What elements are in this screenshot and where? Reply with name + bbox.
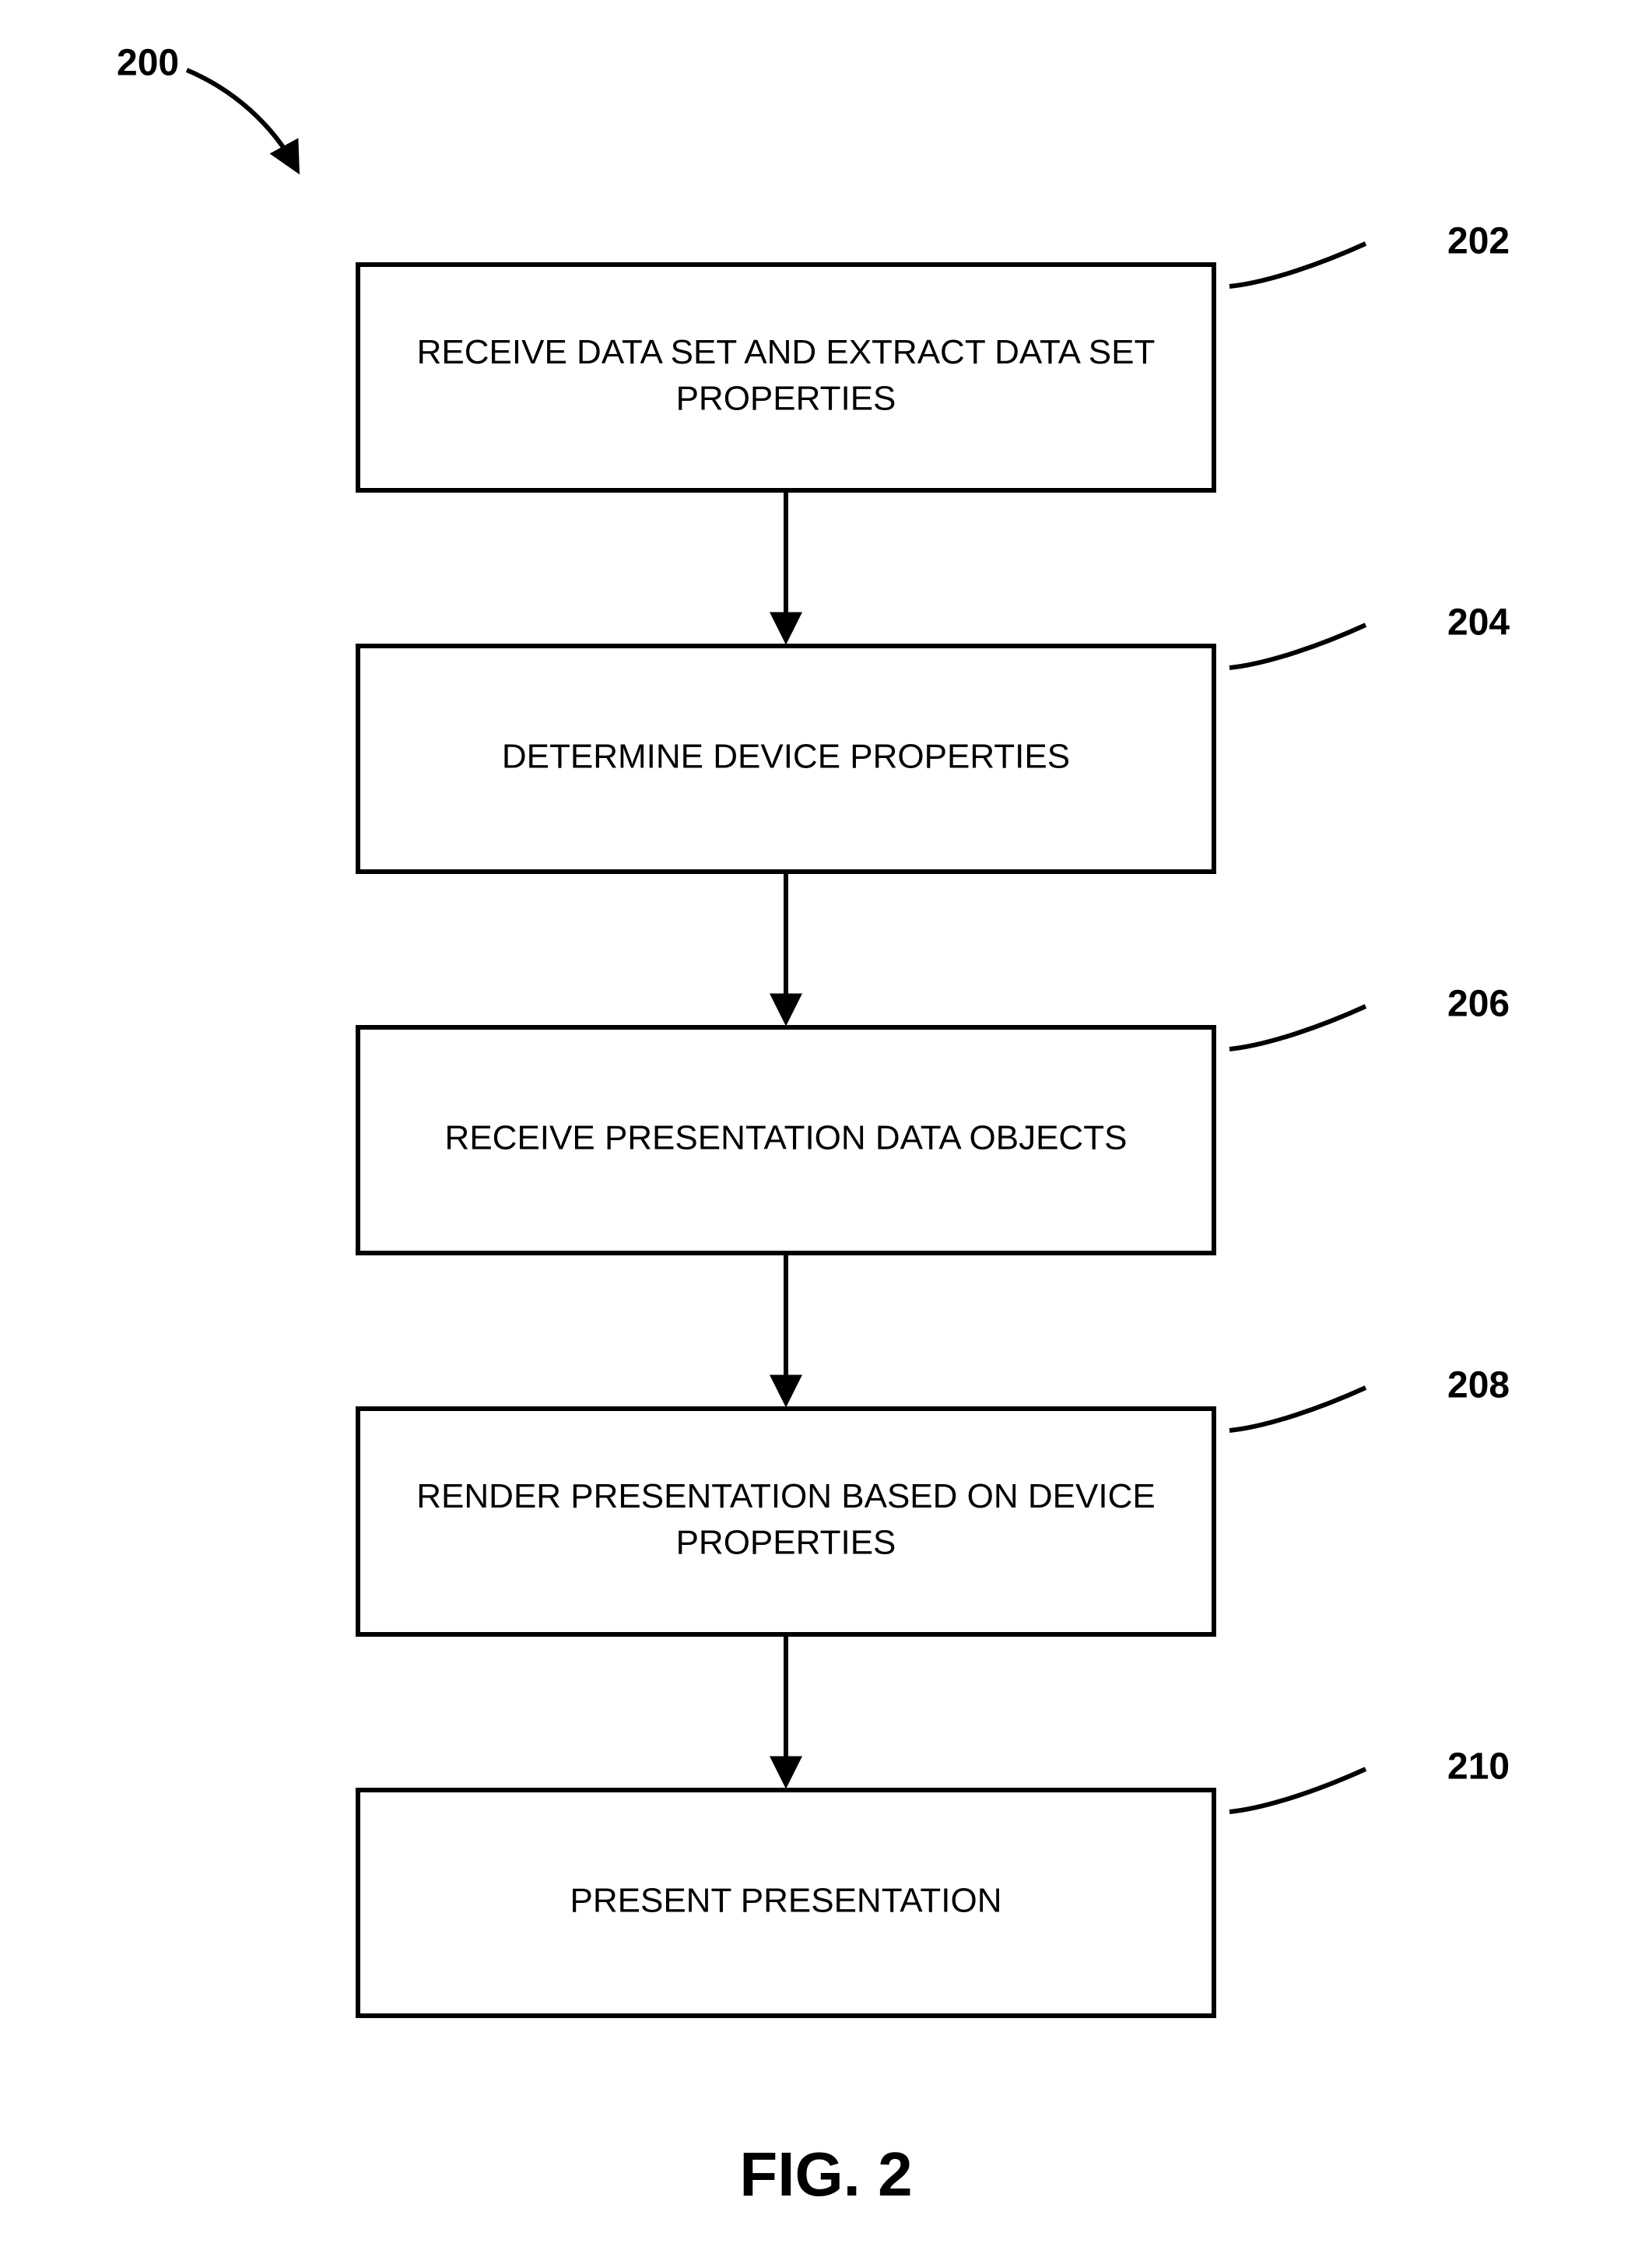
flow-box-206-label: RECEIVE PRESENTATION DATA OBJECTS: [445, 1119, 1128, 1157]
figure-ref-main: 200: [117, 43, 179, 84]
ref-206: 206: [1447, 984, 1510, 1025]
flow-box-208-label: RENDER PRESENTATION BASED ON DEVICE: [416, 1477, 1155, 1515]
figure-caption: FIG. 2: [739, 2139, 912, 2209]
flow-box-202-label: RECEIVE DATA SET AND EXTRACT DATA SET: [417, 333, 1156, 371]
flow-box-208-label: PROPERTIES: [676, 1523, 896, 1561]
flow-box-202-label: PROPERTIES: [676, 379, 896, 417]
flow-box-204-label: DETERMINE DEVICE PROPERTIES: [502, 738, 1070, 776]
ref-204: 204: [1447, 602, 1510, 644]
ref-210: 210: [1447, 1746, 1510, 1788]
ref-208: 208: [1447, 1365, 1510, 1406]
flow-box-210-label: PRESENT PRESENTATION: [570, 1882, 1002, 1920]
ref-202: 202: [1447, 221, 1510, 262]
flowchart-figure: 200 RECEIVE DATA SET AND EXTRACT DATA SET…: [0, 0, 1652, 2250]
